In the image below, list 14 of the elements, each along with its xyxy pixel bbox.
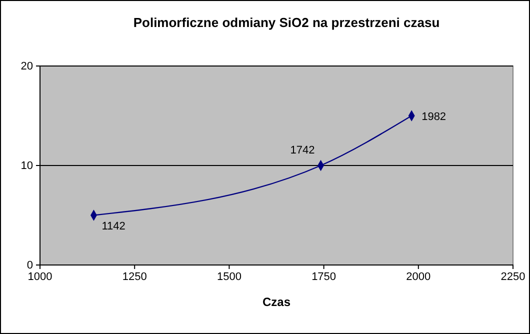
x-axis-title: Czas: [262, 295, 291, 309]
chart-title: Polimorficzne odmiany SiO2 na przestrzeni czasu: [133, 15, 440, 30]
y-tick-label: 20: [20, 60, 33, 73]
y-tick-label: 10: [20, 160, 33, 172]
text: 1142: [102, 220, 126, 232]
text: 1982: [422, 110, 446, 123]
y-tick-label: 0: [26, 260, 33, 272]
x-tick-label: 1250: [122, 270, 147, 283]
x-tick-label: 1000: [28, 270, 52, 283]
text: 1742: [290, 144, 315, 156]
x-tick-label: 2000: [406, 270, 431, 283]
x-tick-label: 1500: [216, 270, 242, 283]
x-tick-label: 1750: [312, 270, 336, 283]
x-tick-label: 2250: [500, 270, 526, 283]
